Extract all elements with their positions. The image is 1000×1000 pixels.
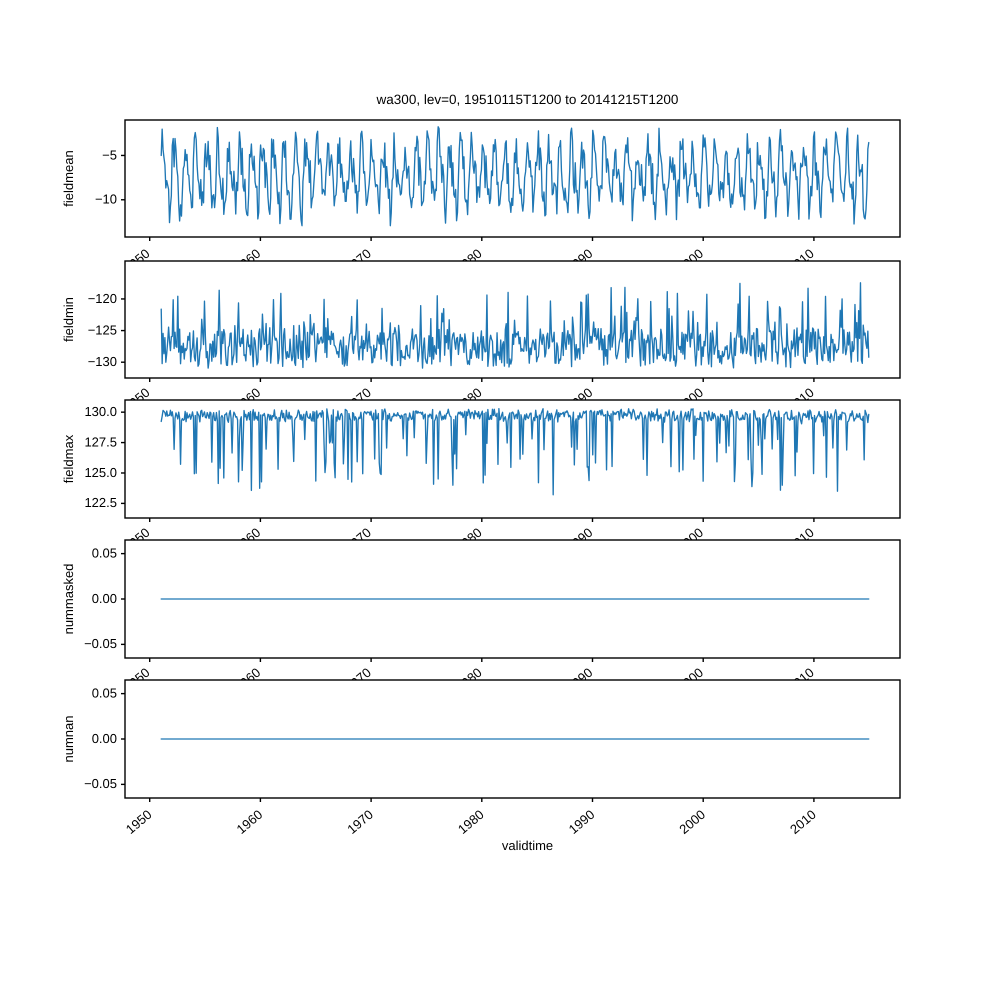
svg-text:validtime: validtime — [502, 838, 553, 853]
svg-text:0.05: 0.05 — [92, 545, 117, 560]
svg-text:1960: 1960 — [234, 807, 266, 837]
svg-text:1950: 1950 — [123, 807, 155, 837]
svg-text:numnan: numnan — [61, 716, 76, 763]
svg-text:0.05: 0.05 — [92, 685, 117, 700]
svg-text:nummasked: nummasked — [61, 564, 76, 635]
svg-text:125.0: 125.0 — [84, 465, 117, 480]
svg-text:fieldmean: fieldmean — [61, 150, 76, 206]
svg-text:wa300, lev=0, 19510115T1200 to: wa300, lev=0, 19510115T1200 to 20141215T… — [376, 92, 679, 107]
svg-text:−125: −125 — [88, 322, 117, 337]
svg-text:127.5: 127.5 — [84, 434, 117, 449]
svg-text:130.0: 130.0 — [84, 404, 117, 419]
svg-text:fieldmax: fieldmax — [61, 434, 76, 483]
svg-text:122.5: 122.5 — [84, 495, 117, 510]
svg-text:−5: −5 — [102, 147, 117, 162]
svg-text:1980: 1980 — [455, 807, 487, 837]
svg-text:1990: 1990 — [566, 807, 598, 837]
svg-text:0.00: 0.00 — [92, 731, 117, 746]
svg-text:−120: −120 — [88, 291, 117, 306]
svg-text:1970: 1970 — [344, 807, 376, 837]
svg-text:2000: 2000 — [676, 807, 708, 837]
svg-text:−0.05: −0.05 — [84, 776, 117, 791]
svg-text:−130: −130 — [88, 354, 117, 369]
svg-text:fieldmin: fieldmin — [61, 297, 76, 342]
svg-text:−0.05: −0.05 — [84, 636, 117, 651]
svg-text:0.00: 0.00 — [92, 591, 117, 606]
svg-text:−10: −10 — [95, 192, 117, 207]
svg-text:2010: 2010 — [787, 807, 819, 837]
